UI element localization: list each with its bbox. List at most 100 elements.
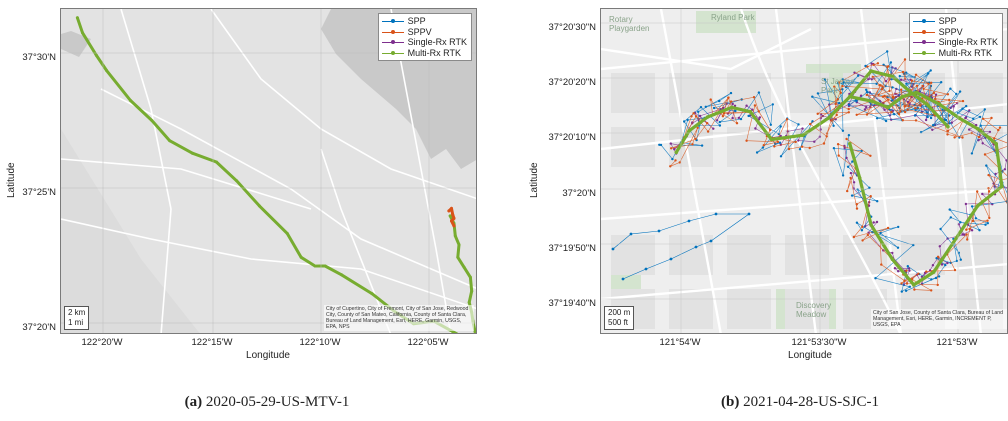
single-rx-rtk-point — [897, 270, 900, 273]
sppv-point — [845, 137, 848, 141]
sppv-point — [849, 176, 852, 180]
spp-point — [779, 125, 782, 128]
sppv-point — [696, 126, 699, 129]
multi-rx-rtk-point — [890, 74, 895, 79]
sppv-point — [903, 105, 906, 108]
caption-label: (a) — [184, 394, 203, 410]
spp-point — [905, 71, 908, 74]
legend-entry-sppv: SPPV — [381, 27, 467, 38]
chart-panel-b: Ryland Park Rotary Playgarden St James P… — [520, 0, 1008, 421]
caption-label: (b) — [721, 394, 740, 410]
sppv-point — [836, 143, 840, 146]
sppv-point — [837, 154, 840, 157]
sppv-point — [865, 113, 869, 116]
single-rx-rtk-point — [868, 77, 871, 80]
spp-point — [970, 205, 974, 208]
single-rx-rtk-point — [884, 80, 888, 83]
spp-point — [959, 258, 962, 261]
legend-entry-single-rx-rtk: Single-Rx RTK — [381, 37, 467, 48]
spp-outlier-point — [644, 267, 648, 271]
sppv-point — [721, 115, 725, 118]
spp-outlier-point — [714, 212, 718, 216]
legend-label: SPPV — [938, 26, 963, 37]
sppv-point — [880, 87, 884, 91]
spp-point — [886, 50, 889, 53]
single-rx-rtk-point — [870, 62, 873, 65]
trajectory-point — [453, 234, 457, 238]
sppv-point — [948, 98, 951, 102]
sppv-point — [861, 225, 864, 228]
spp-outlier-point — [747, 212, 751, 216]
map-label: Ryland Park — [711, 13, 755, 22]
y-tick-label: 37°25'N — [22, 187, 56, 198]
x-tick-label: 122°05'W — [407, 337, 449, 348]
multi-rx-rtk-point — [869, 223, 873, 227]
sppv-point — [913, 288, 916, 291]
single-rx-rtk-point — [920, 275, 924, 278]
sppv-point — [990, 116, 993, 120]
trajectory-point — [340, 273, 343, 277]
multi-rx-rtk-point — [769, 137, 774, 142]
spp-point — [937, 275, 941, 278]
sppv-point — [669, 165, 672, 168]
legend-entry-sppv: SPPV — [912, 26, 998, 38]
spp-point — [875, 82, 878, 86]
sppv-point — [905, 269, 908, 272]
sppv-point — [886, 226, 890, 230]
sppv-point — [905, 282, 909, 285]
map-attribution: City of San Jose, County of Santa Clara,… — [871, 309, 1007, 329]
caption-a: (a) 2020-05-29-US-MTV-1 — [185, 394, 350, 411]
sppv-point — [881, 85, 884, 88]
spp-point — [983, 108, 986, 111]
spp-point — [659, 143, 663, 147]
sppv-point — [852, 235, 856, 239]
map-attribution: City of Cupertino, City of Fremont, City… — [324, 305, 474, 331]
spp-point — [912, 243, 915, 247]
sppv-point — [865, 93, 868, 97]
sppv-point — [965, 228, 968, 231]
multi-rx-rtk-point — [912, 283, 916, 287]
sppv-point — [825, 132, 829, 135]
multi-rx-rtk-line — [848, 90, 1004, 287]
spp-point — [779, 155, 783, 158]
spp-point — [908, 285, 911, 288]
sppv-point — [930, 81, 933, 85]
single-rx-rtk-point — [1003, 168, 1007, 171]
spp-outlier-point — [621, 277, 625, 281]
multi-rx-rtk-point — [869, 69, 873, 73]
sppv-point — [903, 279, 906, 282]
trajectory-point — [450, 219, 453, 223]
spp-point — [972, 117, 975, 120]
sppv-point — [936, 255, 940, 258]
multi-rx-rtk-point — [914, 90, 919, 95]
sppv-point — [883, 94, 886, 98]
spp-point — [879, 231, 882, 235]
sppv-point — [900, 282, 903, 285]
multi-rx-rtk-point — [926, 103, 930, 108]
multi-rx-rtk-point — [946, 124, 950, 129]
multi-rx-rtk-point — [848, 142, 852, 146]
y-tick-label: 37°20'30"N — [548, 22, 596, 33]
sppv-point — [890, 111, 893, 114]
sppv-point — [879, 84, 882, 87]
trajectory-point — [94, 53, 98, 57]
scale-ft: 500 ft — [608, 318, 629, 327]
trajectory-point — [150, 119, 154, 123]
sppv-point — [914, 119, 918, 122]
sppv-point — [897, 112, 901, 116]
sppv-point — [946, 133, 949, 136]
sppv-point — [745, 139, 748, 142]
spp-point — [926, 115, 929, 119]
sppv-point — [919, 104, 922, 107]
city-block — [727, 235, 771, 275]
spp-point — [955, 92, 958, 96]
spp-point — [959, 221, 962, 224]
sppv-point — [988, 216, 991, 220]
spp-point — [769, 123, 772, 127]
sppv-point — [922, 87, 925, 91]
trajectory-point — [235, 179, 239, 183]
sppv-point — [976, 190, 979, 193]
sppv-point — [847, 107, 850, 111]
single-rx-rtk-point — [946, 261, 949, 265]
sppv-point — [925, 270, 928, 273]
